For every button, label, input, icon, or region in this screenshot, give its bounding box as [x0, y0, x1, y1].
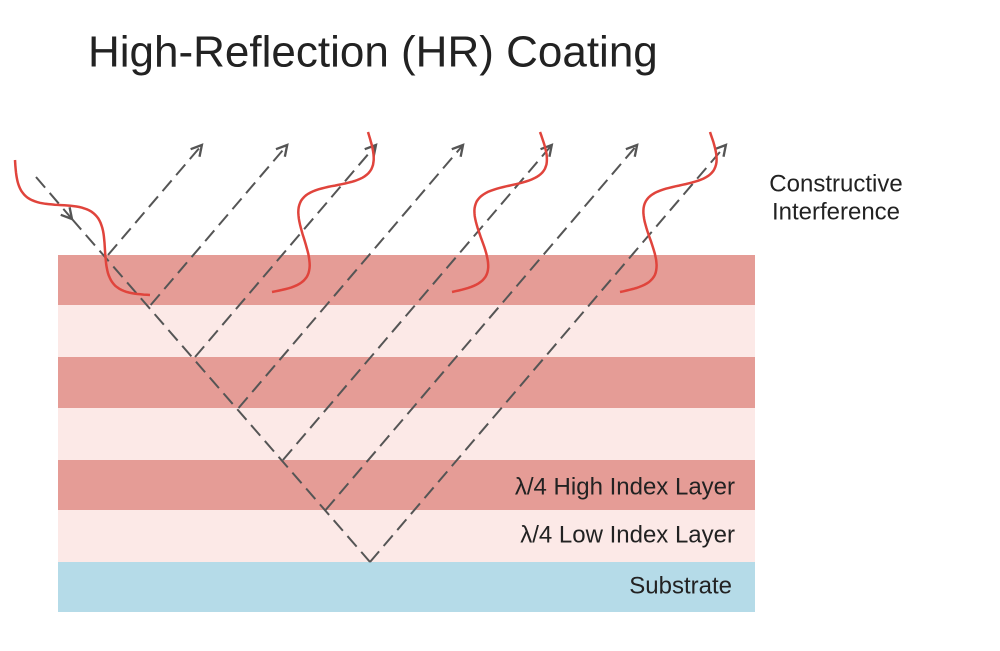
high-index-layer: [58, 357, 755, 408]
reflected-ray: [324, 145, 637, 511]
high-index-layer: [58, 460, 755, 510]
wave: [13, 159, 151, 297]
reflected-ray: [107, 145, 202, 256]
low-index-layer: [58, 305, 755, 357]
wave: [619, 131, 718, 294]
reflected-ray: [369, 145, 726, 563]
low-index-layer: [58, 510, 755, 562]
annotation: Constructive: [769, 170, 902, 197]
layer-label: Substrate: [629, 572, 732, 599]
title: High-Reflection (HR) Coating: [88, 28, 658, 77]
wave: [271, 131, 375, 294]
rays: [35, 145, 726, 563]
reflected-ray: [149, 145, 288, 306]
layer-label: λ/4 High Index Layer: [515, 473, 735, 500]
reflected-ray: [194, 145, 376, 358]
waves: [13, 131, 718, 297]
layers: [58, 255, 755, 612]
incident-ray: [35, 176, 72, 219]
annotation: Interference: [772, 198, 900, 225]
incident-ray: [71, 218, 371, 563]
reflected-ray: [282, 145, 552, 461]
wave: [451, 131, 549, 294]
low-index-layer: [58, 408, 755, 460]
reflected-ray: [237, 145, 463, 409]
substrate-layer: [58, 562, 755, 612]
layer-label: λ/4 Low Index Layer: [520, 521, 735, 548]
high-index-layer: [58, 255, 755, 305]
